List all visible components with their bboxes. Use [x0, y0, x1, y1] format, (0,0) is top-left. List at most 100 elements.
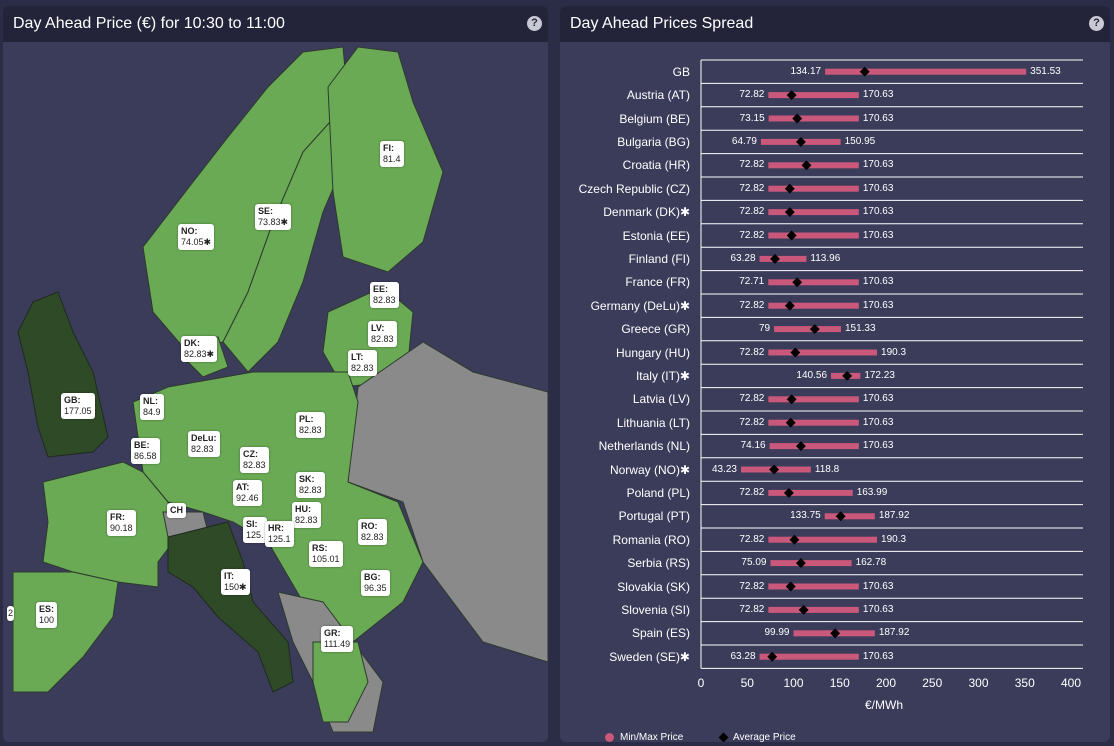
max-value-label: 151.33 — [844, 323, 876, 335]
range-bar — [768, 583, 859, 590]
spread-panel-header: Day Ahead Prices Spread ? — [560, 6, 1110, 42]
row-label: Slovakia (SK) — [617, 579, 690, 594]
max-value-label: 170.63 — [862, 440, 894, 452]
map-label-pt: 2 — [7, 606, 15, 621]
range-bar — [768, 209, 859, 216]
min-value-label: 79 — [758, 323, 771, 335]
max-value-label: 351.53 — [1030, 65, 1061, 77]
map-label-es: ES: 100 — [36, 602, 58, 628]
map-label-pl: PL: 82.83 — [296, 412, 325, 438]
row-label: Croatia (HR) — [622, 158, 690, 173]
max-value-label: 170.63 — [862, 89, 894, 101]
range-bar — [769, 443, 859, 450]
avg-marker — [792, 113, 803, 124]
range-bar — [825, 68, 1027, 75]
map-label-se: SE: 73.83✱ — [255, 204, 292, 230]
min-value-label: 140.56 — [796, 369, 828, 381]
avg-marker — [790, 347, 801, 358]
min-value-label: 64.79 — [731, 135, 757, 147]
x-tick-label: 50 — [740, 676, 754, 690]
max-value-label: 170.63 — [862, 182, 894, 194]
min-value-label: 72.82 — [739, 580, 765, 592]
x-tick-label: 300 — [968, 676, 989, 690]
max-value-label: 190.3 — [881, 346, 907, 358]
map-label-hu: HU: 82.83 — [292, 502, 321, 528]
avg-marker — [785, 581, 796, 592]
row-label: Italy (IT)✱ — [635, 368, 690, 383]
country-gr — [312, 641, 369, 723]
avg-marker — [795, 136, 806, 147]
avg-marker — [786, 90, 797, 101]
max-value-label: 170.63 — [862, 206, 894, 218]
row-label: Germany (DeLu)✱ — [590, 298, 690, 313]
map-label-nl: NL: 84.9 — [140, 394, 164, 420]
row-label: Estonia (EE) — [622, 228, 690, 243]
row-label: Latvia (LV) — [632, 392, 690, 407]
legend-minmax[interactable]: Min/Max Price — [605, 732, 683, 742]
avg-marker — [770, 253, 780, 264]
range-bar — [768, 419, 859, 426]
range-bar — [770, 560, 852, 567]
min-value-label: 73.15 — [739, 112, 765, 124]
min-value-label: 99.99 — [764, 627, 790, 639]
max-value-label: 170.63 — [862, 112, 894, 124]
row-label: Bulgaria (BG) — [617, 134, 690, 149]
avg-marker — [784, 207, 795, 218]
range-bar — [768, 162, 859, 169]
map-label-gr: GR: 111.49 — [321, 626, 354, 652]
max-value-label: 170.63 — [862, 416, 894, 428]
min-value-label: 72.82 — [739, 346, 765, 358]
avg-marker — [784, 183, 795, 194]
range-bar — [768, 536, 878, 543]
map-label-cz: CZ: 82.83 — [240, 447, 269, 473]
range-bar — [824, 513, 875, 520]
range-bar — [768, 279, 859, 286]
row-label: Lithuania (LT) — [616, 415, 690, 430]
help-icon[interactable]: ? — [1089, 16, 1104, 31]
max-value-label: 162.78 — [855, 557, 887, 569]
region-east — [347, 341, 548, 663]
avg-marker — [769, 464, 780, 475]
country-it — [167, 521, 294, 693]
avg-marker — [835, 511, 846, 522]
x-tick-label: 250 — [922, 676, 943, 690]
row-label: Portugal (PT) — [618, 509, 690, 524]
row-label: Austria (AT) — [626, 88, 690, 103]
spread-panel-title: Day Ahead Prices Spread — [570, 15, 754, 32]
max-value-label: 163.99 — [856, 486, 888, 498]
min-value-label: 72.82 — [739, 182, 765, 194]
min-value-label: 72.82 — [739, 533, 765, 545]
spread-chart — [700, 59, 1083, 669]
max-value-label: 172.23 — [864, 369, 895, 381]
avg-marker — [795, 441, 806, 452]
range-bar — [759, 255, 807, 262]
avg-marker — [830, 628, 841, 639]
row-label: Denmark (DK)✱ — [603, 205, 690, 220]
avg-marker — [792, 277, 803, 288]
min-value-label: 72.71 — [739, 276, 765, 288]
max-value-label: 113.96 — [810, 252, 841, 264]
range-bar — [768, 396, 859, 403]
map-label-lt: LT: 82.83 — [348, 350, 377, 376]
max-value-label: 187.92 — [878, 627, 910, 639]
map-label-ee: EE: 82.83 — [370, 282, 399, 308]
min-value-label: 134.17 — [790, 65, 822, 77]
legend-avg[interactable]: Average Price — [718, 732, 796, 742]
avg-marker — [767, 651, 778, 662]
map-label-ro: RO: 82.83 — [358, 519, 387, 545]
min-value-label: 133.75 — [790, 510, 821, 522]
x-tick-label: 400 — [1060, 676, 1082, 690]
map-label-at: AT: 92.46 — [233, 480, 262, 506]
avg-marker — [783, 487, 794, 498]
max-value-label: 170.63 — [862, 276, 894, 288]
map-label-sk: SK: 82.83 — [296, 472, 325, 498]
avg-marker — [809, 324, 820, 335]
min-value-label: 75.09 — [741, 557, 767, 569]
min-value-label: 72.82 — [739, 159, 765, 171]
x-tick-label: 100 — [783, 676, 804, 690]
avg-marker — [789, 534, 800, 545]
avg-marker — [842, 370, 853, 381]
min-value-label: 72.82 — [739, 206, 765, 218]
map-label-fr: FR: 90.18 — [107, 510, 136, 536]
help-icon[interactable]: ? — [527, 16, 542, 31]
